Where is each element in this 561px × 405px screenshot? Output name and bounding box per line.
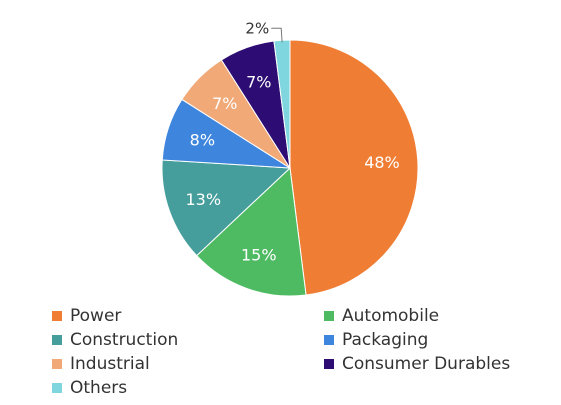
- legend-item-automobile: Automobile: [324, 306, 439, 326]
- legend-item-power: Power: [52, 306, 121, 326]
- legend-label: Industrial: [70, 354, 150, 374]
- legend-item-construction: Construction: [52, 330, 178, 350]
- slice-label-others: 2%: [245, 19, 269, 37]
- slice-label-automobile: 15%: [241, 246, 277, 265]
- legend-item-others: Others: [52, 378, 127, 398]
- legend-swatch: [52, 311, 62, 321]
- legend-label: Construction: [70, 330, 179, 350]
- legend-swatch: [324, 335, 334, 345]
- legend-item-consumer-durables: Consumer Durables: [324, 354, 510, 374]
- legend-swatch: [324, 311, 334, 321]
- pie-labels: 48% 15% 13% 8% 7% 7% 2%: [186, 19, 400, 264]
- slice-label-power: 48%: [364, 153, 400, 172]
- legend-label: Consumer Durables: [342, 354, 511, 374]
- legend-item-packaging: Packaging: [324, 330, 428, 350]
- pie-slices: [161, 39, 419, 297]
- slice-label-packaging: 8%: [190, 131, 215, 150]
- legend-swatch: [52, 383, 62, 393]
- pie-slice-power: [289, 39, 419, 296]
- legend-swatch: [52, 335, 62, 345]
- legend-label: Packaging: [342, 330, 429, 350]
- leader-line-others: [271, 27, 283, 43]
- slice-label-construction: 13%: [186, 190, 222, 209]
- pie-slice-automobile: [195, 166, 307, 297]
- slice-label-consumer-durables: 7%: [246, 72, 271, 91]
- legend-item-industrial: Industrial: [52, 354, 150, 374]
- legend-label: Automobile: [342, 306, 440, 326]
- slice-label-industrial: 7%: [212, 94, 237, 113]
- pie-slice-construction: [161, 159, 292, 257]
- legend-swatch: [52, 359, 62, 369]
- legend-label: Others: [70, 378, 128, 398]
- legend-swatch: [324, 359, 334, 369]
- legend-label: Power: [70, 306, 122, 326]
